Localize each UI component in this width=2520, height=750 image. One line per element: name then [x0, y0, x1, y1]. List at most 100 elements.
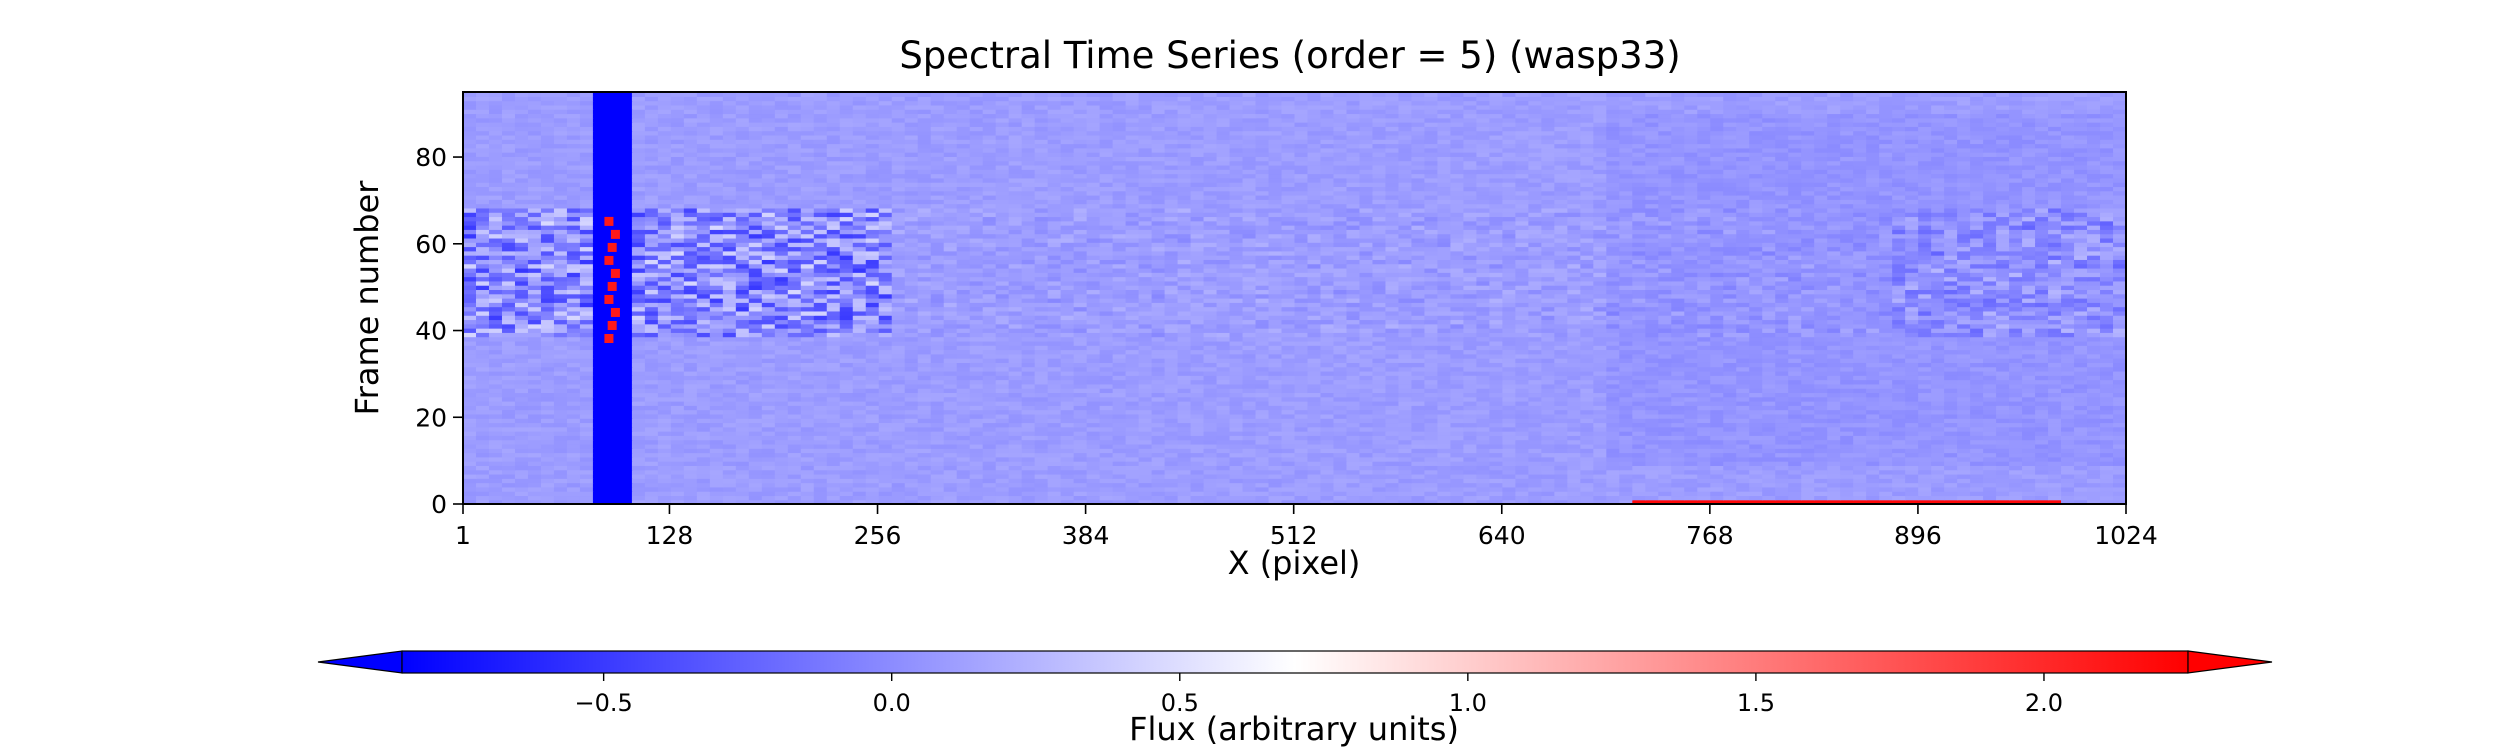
heatmap-cell: [800, 379, 815, 385]
heatmap-cell: [1541, 469, 1555, 475]
heatmap-cell: [514, 349, 529, 355]
heatmap-cell: [2009, 461, 2023, 466]
heatmap-cell: [1801, 375, 1815, 381]
heatmap-cell: [1424, 499, 1439, 505]
heatmap-cell: [1840, 383, 1854, 389]
heatmap-cell: [1762, 358, 1776, 363]
heatmap-cell: [1047, 465, 1062, 471]
heatmap-cell: [1229, 418, 1244, 424]
heatmap-cell: [592, 461, 607, 466]
heatmap-cell: [2074, 370, 2088, 376]
heatmap-cell: [1762, 413, 1776, 419]
heatmap-cell: [1866, 340, 1880, 346]
heatmap-cell: [553, 439, 568, 445]
heatmap-cell: [1151, 473, 1166, 479]
heatmap-cell: [1957, 495, 1971, 501]
heatmap-cell: [2048, 336, 2062, 342]
heatmap-cell: [891, 473, 906, 479]
heatmap-cell: [1229, 392, 1244, 398]
heatmap-cell: [748, 366, 763, 372]
heatmap-cell: [1892, 345, 1906, 351]
heatmap-cell: [904, 435, 919, 441]
heatmap-cell: [1567, 491, 1581, 497]
heatmap-cell: [2022, 349, 2036, 355]
heatmap-cell: [1333, 405, 1348, 411]
heatmap-cell: [1229, 452, 1244, 458]
heatmap-cell: [1645, 486, 1659, 492]
heatmap-cell: [1554, 358, 1568, 363]
heatmap-cell: [787, 465, 802, 471]
heatmap-cell: [1606, 495, 1620, 501]
heatmap-cell: [1619, 456, 1633, 462]
heatmap-cell: [1333, 336, 1348, 342]
heatmap-cell: [1736, 413, 1750, 419]
heatmap-cell: [605, 431, 620, 436]
heatmap-cell: [1151, 401, 1166, 406]
heatmap-cell: [1879, 431, 1893, 436]
heatmap-cell: [1450, 431, 1464, 436]
heatmap-cell: [1996, 482, 2010, 488]
heatmap-cell: [1307, 478, 1322, 484]
heatmap-cell: [1905, 383, 1919, 389]
heatmap-cell: [1021, 486, 1036, 492]
heatmap-cell: [865, 366, 880, 372]
heatmap-cell: [1164, 396, 1179, 402]
heatmap-cell: [1684, 383, 1698, 389]
heatmap-cell: [1502, 396, 1516, 402]
heatmap-cell: [1788, 443, 1802, 449]
heatmap-cell: [1619, 435, 1633, 441]
heatmap-cell: [670, 431, 685, 436]
heatmap-cell: [566, 383, 581, 389]
heatmap-cell: [709, 349, 724, 355]
heatmap-cell: [1853, 426, 1867, 432]
heatmap-cell: [917, 439, 932, 445]
heatmap-cell: [670, 495, 685, 501]
heatmap-cell: [930, 418, 945, 424]
heatmap-cell: [1385, 392, 1400, 398]
heatmap-cell: [1528, 456, 1542, 462]
heatmap-cell: [1866, 452, 1880, 458]
heatmap-cell: [1775, 448, 1789, 454]
heatmap-cell: [735, 405, 750, 411]
heatmap-cell: [1489, 482, 1503, 488]
heatmap-cell: [1034, 456, 1049, 462]
heatmap-cell: [1008, 491, 1023, 497]
heatmap-cell: [1788, 478, 1802, 484]
heatmap-cell: [1853, 370, 1867, 376]
heatmap-cell: [1203, 465, 1218, 471]
heatmap-cell: [1554, 443, 1568, 449]
heatmap-cell: [761, 388, 776, 394]
heatmap-cell: [800, 431, 815, 436]
heatmap-cell: [566, 396, 581, 402]
heatmap-cell: [1983, 478, 1997, 484]
heatmap-cell: [1450, 383, 1464, 389]
heatmap-cell: [1424, 345, 1439, 351]
heatmap-cell: [1073, 370, 1088, 376]
heatmap-cell: [1385, 486, 1400, 492]
heatmap-cell: [1658, 383, 1672, 389]
heatmap-cell: [644, 452, 659, 458]
heatmap-cell: [969, 491, 984, 497]
heatmap-cell: [865, 456, 880, 462]
heatmap-cell: [1177, 495, 1192, 501]
heatmap-cell: [878, 495, 893, 501]
heatmap-cell: [1879, 405, 1893, 411]
heatmap-cell: [748, 375, 763, 381]
heatmap-cell: [1840, 465, 1854, 471]
heatmap-cell: [670, 336, 685, 342]
heatmap-cell: [657, 388, 672, 394]
heatmap-cell: [1710, 418, 1724, 424]
heatmap-cell: [644, 409, 659, 415]
heatmap-cell: [592, 431, 607, 436]
heatmap-cell: [1424, 431, 1439, 436]
heatmap-cell: [501, 486, 516, 492]
heatmap-cell: [1125, 499, 1140, 505]
heatmap-cell: [1437, 499, 1451, 505]
heatmap-cell: [631, 336, 646, 342]
heatmap-cell: [1515, 491, 1529, 497]
heatmap-cell: [1996, 443, 2010, 449]
heatmap-cell: [1177, 358, 1192, 363]
heatmap-cell: [605, 418, 620, 424]
heatmap-cell: [2009, 418, 2023, 424]
heatmap-cell: [1580, 478, 1594, 484]
